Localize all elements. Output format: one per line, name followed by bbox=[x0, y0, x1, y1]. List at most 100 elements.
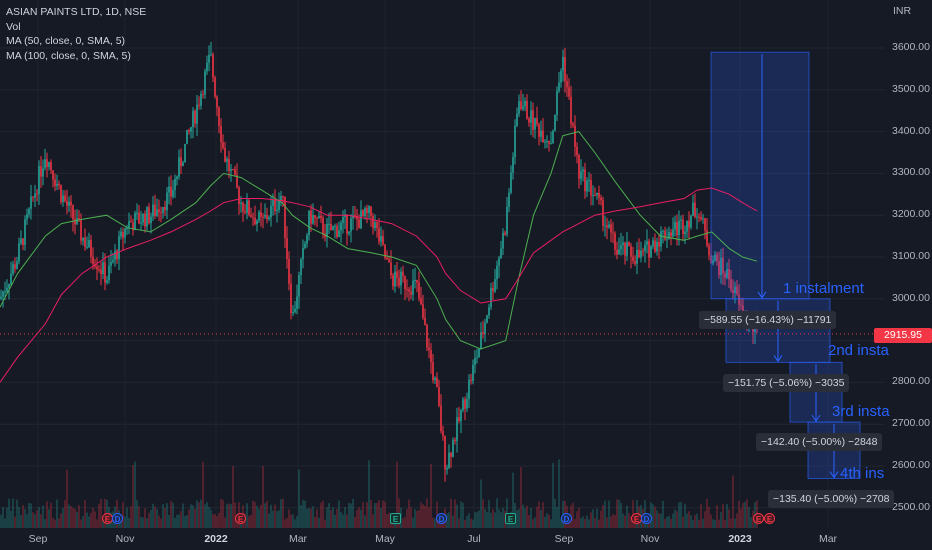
currency-label[interactable]: INR bbox=[893, 5, 912, 17]
volume-bar bbox=[212, 514, 214, 528]
candle-body bbox=[342, 217, 344, 223]
candle-body bbox=[294, 308, 296, 312]
event-marker[interactable]: D bbox=[436, 513, 447, 524]
volume-bar bbox=[364, 515, 366, 528]
volume-bar bbox=[558, 459, 560, 528]
candle-body bbox=[480, 332, 482, 349]
candle-body bbox=[6, 287, 8, 292]
candle-body bbox=[112, 259, 114, 263]
candle-body bbox=[344, 214, 346, 218]
candle-body bbox=[356, 215, 358, 220]
event-marker[interactable]: D bbox=[112, 513, 123, 524]
measure-label-4[interactable]: −135.40 (−5.00%) −2708 bbox=[768, 490, 895, 508]
candle-body bbox=[32, 196, 34, 198]
volume-bar bbox=[142, 517, 144, 528]
volume-bar bbox=[4, 518, 6, 528]
volume-bar bbox=[402, 518, 404, 528]
volume-bar bbox=[192, 505, 194, 528]
legend-ma50[interactable]: MA (50, close, 0, SMA, 5) bbox=[6, 35, 126, 47]
volume-bar bbox=[16, 499, 18, 528]
volume-bar bbox=[160, 518, 162, 528]
volume-bar bbox=[330, 509, 332, 528]
candle-body bbox=[312, 215, 314, 224]
y-tick-label: 2500.00 bbox=[892, 500, 930, 513]
legend-vol[interactable]: Vol bbox=[6, 20, 21, 33]
candle-body bbox=[350, 218, 352, 232]
candle-body bbox=[504, 232, 506, 235]
volume-bar bbox=[32, 512, 34, 528]
legend-ma100[interactable]: MA (100, close, 0, SMA, 5) bbox=[6, 49, 131, 62]
annotation-1[interactable]: 1 instalment bbox=[783, 280, 864, 297]
candle-body bbox=[584, 169, 586, 192]
volume-bar bbox=[150, 509, 152, 528]
candle-body bbox=[432, 362, 434, 381]
event-marker[interactable]: E bbox=[235, 513, 246, 524]
candle-body bbox=[64, 195, 66, 202]
candle-body bbox=[726, 269, 728, 278]
volume-bar bbox=[300, 505, 302, 528]
event-marker[interactable]: E bbox=[505, 513, 516, 524]
volume-bar bbox=[692, 519, 694, 528]
measure-label-3[interactable]: −142.40 (−5.00%) −2848 bbox=[756, 433, 883, 451]
volume-bar bbox=[246, 503, 248, 528]
candle-body bbox=[164, 206, 166, 211]
volume-bar bbox=[44, 519, 46, 528]
volume-bar bbox=[124, 516, 126, 528]
candle-body bbox=[60, 185, 62, 203]
candle-body bbox=[502, 232, 504, 249]
annotation-2[interactable]: 2nd insta bbox=[828, 342, 889, 359]
event-marker[interactable]: D bbox=[561, 513, 572, 524]
volume-bar bbox=[132, 465, 134, 528]
volume-bar bbox=[602, 505, 604, 528]
candle-body bbox=[382, 236, 384, 245]
volume-bar bbox=[14, 516, 16, 528]
candle-body bbox=[568, 87, 570, 97]
event-marker[interactable]: E bbox=[764, 513, 775, 524]
event-marker[interactable]: E bbox=[753, 513, 764, 524]
candle-body bbox=[150, 216, 152, 224]
volume-bar bbox=[470, 518, 472, 528]
measure-label-1[interactable]: −589.55 (−16.43%) −11791 bbox=[699, 311, 837, 329]
volume-bar bbox=[162, 504, 164, 528]
event-marker[interactable]: E bbox=[390, 513, 401, 524]
candle-body bbox=[450, 452, 452, 457]
volume-bar bbox=[656, 510, 658, 528]
volume-bar bbox=[76, 511, 78, 528]
volume-bar bbox=[182, 503, 184, 528]
candle-body bbox=[588, 179, 590, 181]
candle-body bbox=[418, 282, 420, 299]
annotation-3[interactable]: 3rd insta bbox=[832, 403, 890, 420]
volume-bar bbox=[284, 519, 286, 528]
volume-bar bbox=[42, 505, 44, 528]
volume-bar bbox=[336, 508, 338, 528]
candle-body bbox=[482, 332, 484, 334]
candle-body bbox=[484, 322, 486, 334]
candle-body bbox=[0, 296, 2, 299]
volume-bar bbox=[714, 519, 716, 528]
candle-body bbox=[436, 377, 438, 388]
measure-label-2[interactable]: −151.75 (−5.06%) −3035 bbox=[723, 374, 850, 392]
candle-body bbox=[74, 219, 76, 225]
event-marker[interactable]: D bbox=[641, 513, 652, 524]
volume-bar bbox=[512, 472, 514, 528]
volume-bar bbox=[708, 506, 710, 528]
annotation-4[interactable]: 4th ins bbox=[840, 465, 885, 482]
candle-body bbox=[592, 194, 594, 196]
candle-body bbox=[320, 216, 322, 219]
volume-bar bbox=[668, 515, 670, 528]
volume-bar bbox=[622, 513, 624, 528]
volume-bar bbox=[468, 513, 470, 528]
volume-bar bbox=[56, 499, 58, 528]
volume-bar bbox=[80, 519, 82, 528]
symbol-title[interactable]: ASIAN PAINTS LTD, 1D, NSE bbox=[6, 6, 147, 18]
volume-bar bbox=[360, 509, 362, 528]
volume-bar bbox=[576, 511, 578, 528]
candle-body bbox=[360, 210, 362, 229]
candle-body bbox=[12, 264, 14, 274]
candle-body bbox=[238, 187, 240, 205]
candle-body bbox=[72, 205, 74, 220]
candle-body bbox=[498, 257, 500, 266]
candle-body bbox=[18, 243, 20, 262]
candle-body bbox=[314, 215, 316, 219]
